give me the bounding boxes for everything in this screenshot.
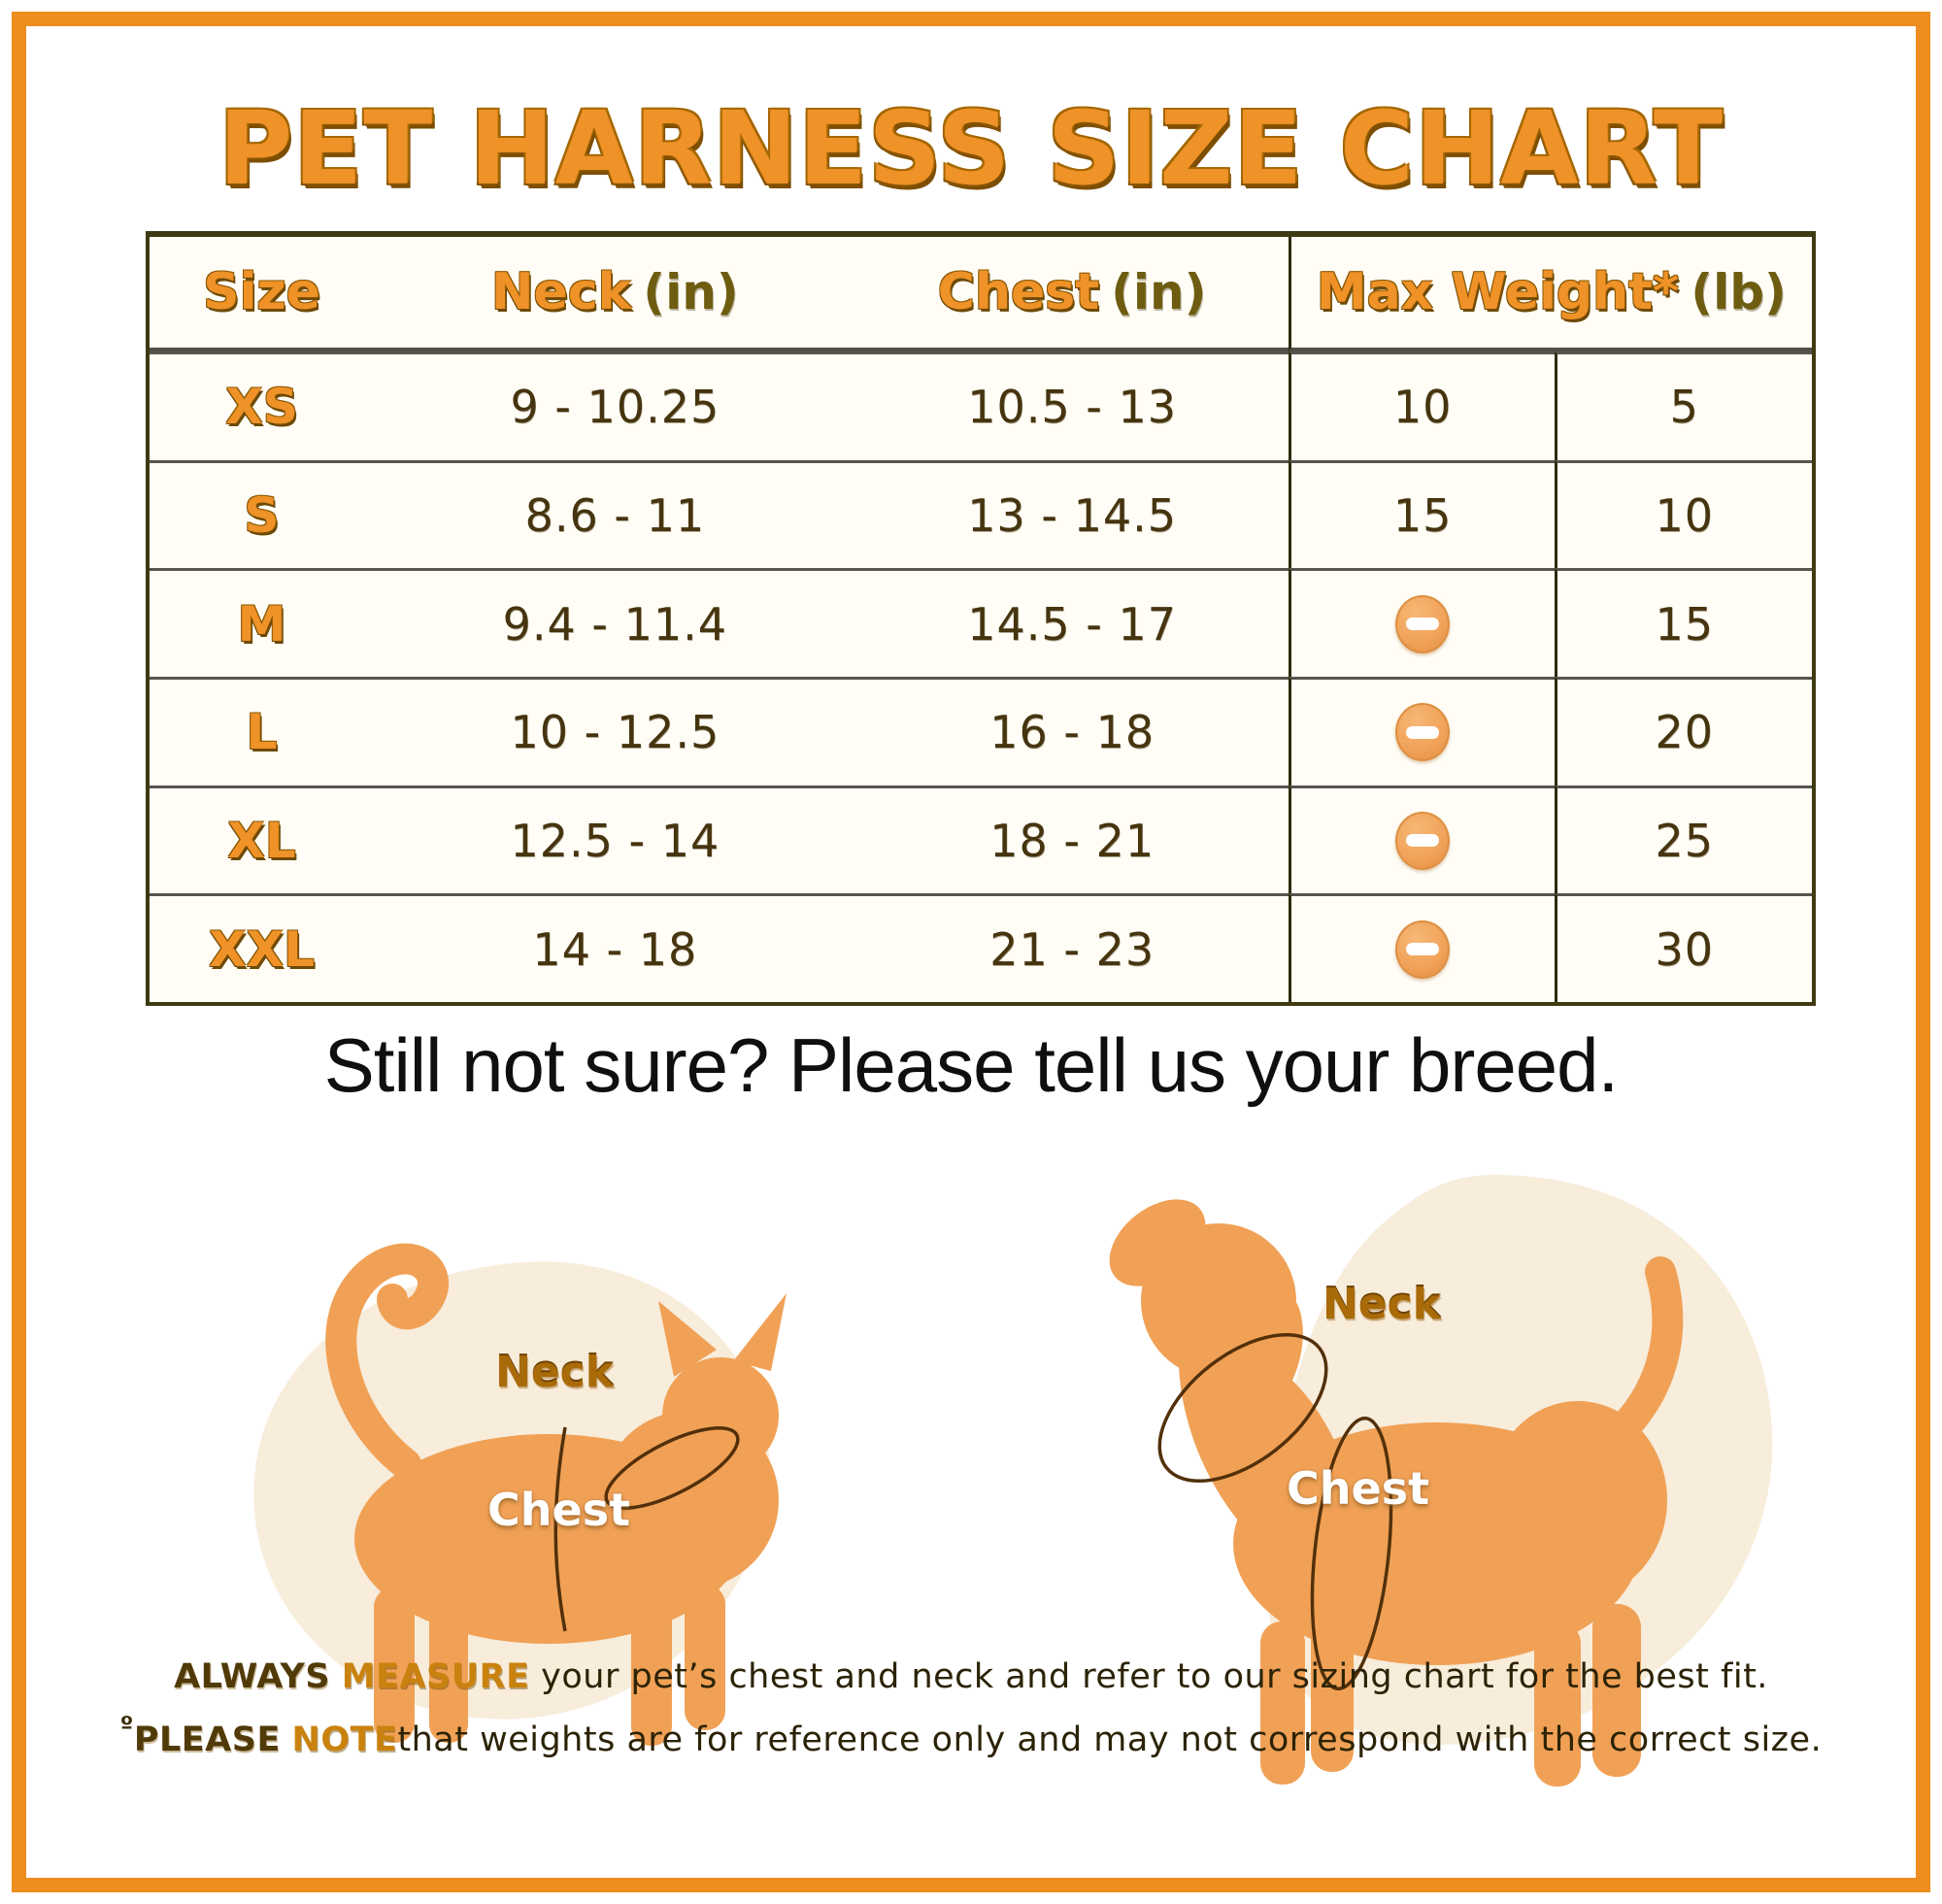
measuring-lines [553, 1426, 740, 1632]
cat-figure: Neck Chest [175, 1204, 854, 1787]
size-cell: S [150, 459, 375, 569]
footnote-bold: MEASURE [341, 1657, 530, 1696]
measuring-lines [1157, 1332, 1393, 1691]
chest-cell: 16 - 18 [855, 676, 1289, 785]
dog-neck-label: Neck [1323, 1280, 1442, 1329]
dog-icon [1109, 1174, 1773, 1787]
header-unit: (in) [1111, 264, 1207, 320]
minus-icon [1395, 703, 1451, 762]
footnote-bold: PLEASE [133, 1720, 281, 1759]
cat-icon [253, 1243, 787, 1746]
footnote-text: that weights are for reference only and … [397, 1720, 1823, 1759]
cat-neck-label: Neck [495, 1348, 615, 1397]
column-header-size: Size [150, 237, 375, 351]
minus-icon [1395, 811, 1451, 870]
footnote-weights: ºPLEASE NOTEthat weights are for referen… [0, 1701, 1942, 1764]
size-cell: XL [150, 785, 375, 894]
max-weight-cell-2: 10 [1554, 459, 1812, 569]
size-cell: M [150, 568, 375, 677]
max-weight-cell-2: 15 [1554, 568, 1812, 677]
column-header-chest: Chest (in) [855, 237, 1289, 351]
neck-cell: 10 - 12.5 [374, 676, 856, 785]
minus-icon [1395, 919, 1451, 979]
max-weight-cell-1 [1288, 893, 1555, 1002]
neck-cell: 8.6 - 11 [374, 459, 856, 569]
neck-cell: 14 - 18 [374, 893, 856, 1002]
size-cell: XXL [150, 893, 375, 1002]
chest-cell: 10.5 - 13 [855, 351, 1289, 460]
chest-cell: 18 - 21 [855, 785, 1289, 894]
max-weight-cell-2: 25 [1554, 785, 1812, 894]
footnote-measure: ALWAYS MEASURE your pet’s chest and neck… [0, 1653, 1942, 1701]
neck-measure-line [604, 1426, 740, 1510]
column-header-neck: Neck (in) [374, 237, 856, 351]
chest-cell: 21 - 23 [855, 893, 1289, 1002]
minus-icon [1395, 594, 1451, 653]
header-unit: (in) [643, 264, 739, 320]
header-unit: (lb) [1691, 264, 1787, 320]
subtitle: Still not sure? Please tell us your bree… [323, 1022, 1619, 1108]
chest-measure-line [1310, 1416, 1393, 1691]
max-weight-cell-2: 30 [1554, 893, 1812, 1002]
header-label: Max Weight* [1316, 263, 1680, 321]
max-weight-cell-1 [1288, 676, 1555, 785]
dog-chest-label: Chest [1287, 1462, 1430, 1515]
max-weight-cell-1: 15 [1288, 459, 1555, 569]
neck-cell: 12.5 - 14 [374, 785, 856, 894]
chest-cell: 13 - 14.5 [855, 459, 1289, 569]
size-cell: L [150, 676, 375, 785]
footnote-bold: NOTE [291, 1720, 398, 1759]
max-weight-cell-1 [1288, 568, 1555, 677]
neck-cell: 9.4 - 11.4 [374, 568, 856, 677]
size-cell: XS [150, 351, 375, 460]
chest-measure-line [553, 1426, 567, 1632]
column-header-max-weight: Max Weight* (lb) [1288, 237, 1812, 351]
footnote-asterisk: º [119, 1712, 134, 1739]
footnote-bold: ALWAYS [174, 1657, 331, 1696]
header-label: Neck [491, 263, 632, 321]
max-weight-cell-2: 5 [1554, 351, 1812, 460]
footnotes: ALWAYS MEASURE your pet’s chest and neck… [0, 1653, 1942, 1764]
chest-cell: 14.5 - 17 [855, 568, 1289, 677]
max-weight-cell-1 [1288, 785, 1555, 894]
neck-cell: 9 - 10.25 [374, 351, 856, 460]
cat-silhouette-icon [325, 1243, 787, 1746]
size-chart-table: Size Neck (in) Chest (in) Max Weight* (l… [146, 231, 1816, 1006]
neck-measure-line [1157, 1332, 1328, 1484]
max-weight-cell-2: 20 [1554, 676, 1812, 785]
max-weight-cell-1: 10 [1288, 351, 1555, 460]
header-label: Size [203, 263, 320, 321]
cat-chest-label: Chest [487, 1484, 631, 1536]
dog-figure: Neck Chest [1010, 1107, 1825, 1806]
header-label: Chest [937, 263, 1100, 321]
page-title: PET HARNESS SIZE CHART [218, 89, 1724, 208]
footnote-text: your pet’s chest and neck and refer to o… [529, 1657, 1768, 1696]
